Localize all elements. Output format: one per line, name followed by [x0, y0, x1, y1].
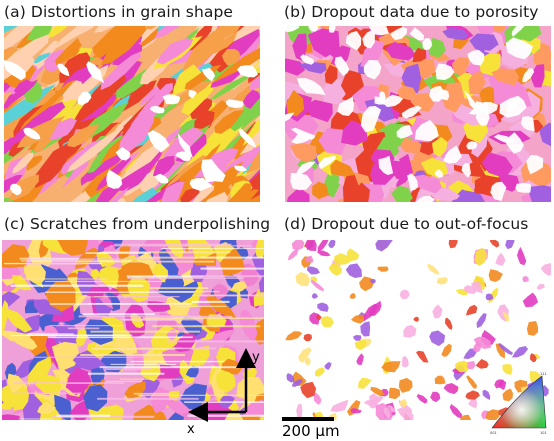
panel-a-caption: (a) Distortions in grain shape: [4, 3, 234, 21]
panel-c-caption: (c) Scratches from underpolishing: [4, 215, 271, 233]
y-axis-label: y: [252, 350, 260, 365]
svg-text:111: 111: [540, 372, 547, 376]
axes-indicator: [188, 348, 256, 422]
svg-text:001: 001: [490, 431, 497, 435]
panel-b-caption: (b) Dropout data due to porosity: [284, 3, 539, 21]
x-axis-label: x: [187, 422, 195, 437]
panel-a-ebsd-map: [4, 26, 260, 202]
scale-bar: [282, 417, 334, 421]
panel-b-ebsd-map: [285, 26, 551, 202]
panel-d-caption: (d) Dropout due to out-of-focus: [284, 215, 529, 233]
panel-c-ebsd-map: [2, 240, 264, 420]
scale-bar-label: 200 μm: [282, 422, 340, 440]
ipf-color-key-icon: 001 101 111: [490, 372, 547, 435]
svg-text:101: 101: [540, 431, 547, 435]
